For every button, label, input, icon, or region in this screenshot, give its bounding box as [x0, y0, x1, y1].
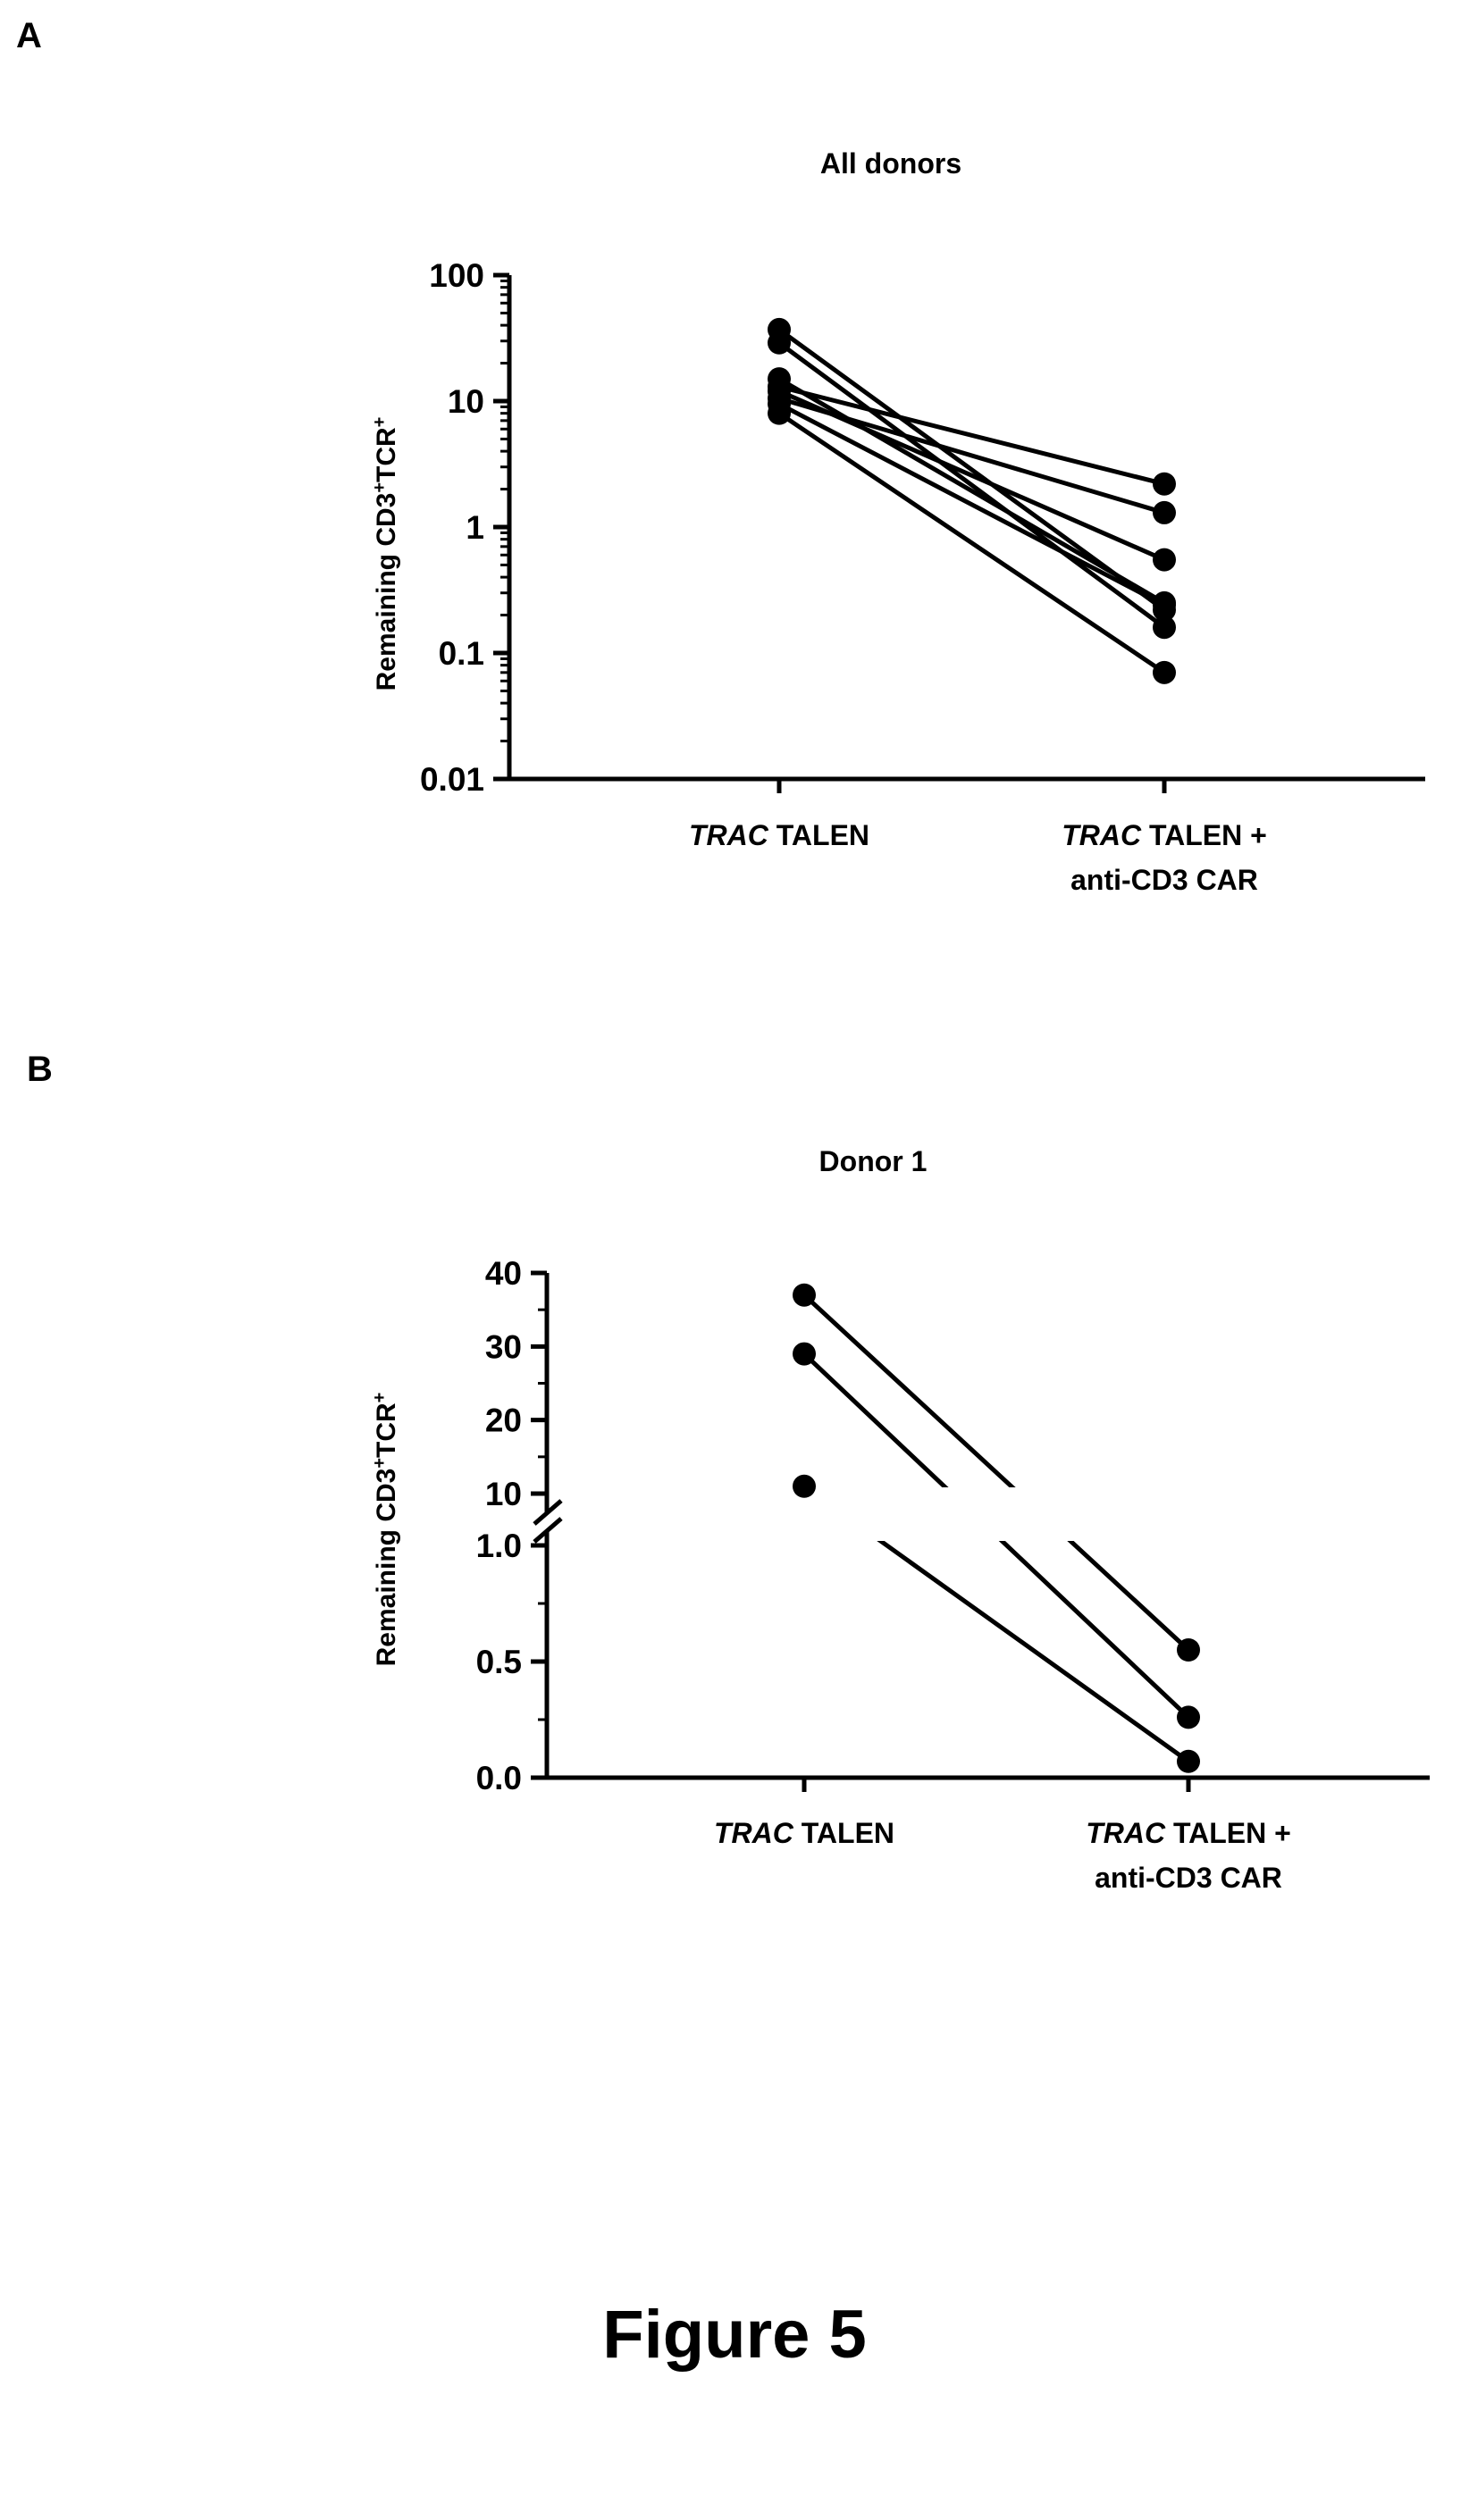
chart-b-x-cat2-rest: TALEN +	[1165, 1817, 1291, 1849]
chart-donor-1: 10 20 30 40 0.0 0.5 1.0 Remaining CD3+TCR+ TRA…	[370, 1255, 1430, 1894]
chart-b-series-line-1	[802, 1293, 1190, 1652]
chart-a-y-tick-label: 0.1	[439, 635, 484, 672]
chart-a-data-point	[1153, 660, 1176, 684]
chart-a-axes	[493, 272, 1425, 793]
chart-a-data-point	[1153, 500, 1176, 524]
chart-b-y-ticks: 10 20 30 40 0.0 0.5 1.0	[476, 1255, 522, 1796]
chart-b-data-point	[793, 1283, 816, 1307]
chart-a-y-tick-label: 100	[429, 257, 484, 294]
chart-a-data-point	[768, 401, 791, 425]
chart-b-data-point	[1177, 1638, 1200, 1662]
chart-b-axis-break-mark	[533, 1499, 563, 1526]
chart-b-break-band	[574, 1487, 1430, 1541]
chart-b-axis-break-gap	[574, 1487, 1430, 1541]
chart-b-data-point	[1177, 1705, 1200, 1729]
chart-b-y-axis-label: Remaining CD3+TCR+	[370, 1393, 401, 1667]
chart-a-y-tick-label: 1	[466, 509, 484, 546]
chart-b-x-category-2-line2: anti-CD3 CAR	[1095, 1862, 1282, 1894]
chart-a-y-tick-label: 0.01	[420, 761, 484, 798]
chart-a-series-line-2	[777, 340, 1166, 630]
chart-a-y-tick-label: 10	[448, 383, 484, 420]
chart-a-points	[768, 317, 1176, 684]
figure-caption: Figure 5	[602, 2297, 867, 2373]
chart-a-x-category-2: TRAC TALEN +	[1062, 819, 1267, 851]
chart-b-x-category-2: TRAC TALEN +	[1086, 1817, 1291, 1849]
chart-a-x-cat1-italic: TRAC	[689, 819, 769, 851]
panel-letter-a: A	[16, 16, 42, 55]
chart-a-series-line-4	[778, 384, 1165, 487]
chart-b-y-tick-label: 0.0	[476, 1760, 522, 1796]
chart-b-axes	[531, 1270, 1430, 1792]
chart-b-y-tick-label: 0.5	[476, 1644, 522, 1680]
chart-a-y-axis-label: Remaining CD3+TCR+	[370, 417, 401, 691]
chart-a-data-point	[1153, 548, 1176, 572]
chart-b-y-tick-label: 40	[485, 1255, 522, 1292]
chart-b-x-cat1-rest: TALEN	[793, 1817, 894, 1849]
chart-title-all-donors: All donors	[819, 147, 962, 180]
chart-a-x-category-2-line2: anti-CD3 CAR	[1070, 864, 1258, 896]
chart-a-series-line-6	[778, 396, 1165, 515]
chart-b-data-point	[793, 1474, 816, 1498]
chart-a-data-point	[1153, 615, 1176, 640]
chart-a-x-category-1: TRAC TALEN	[689, 819, 869, 851]
chart-a-series-lines	[777, 327, 1166, 674]
chart-title-donor-1: Donor 1	[818, 1145, 928, 1177]
chart-all-donors: 0.01 0.1 1 10 100 Remaining CD3+TCR+ TRAC TA…	[370, 257, 1425, 896]
chart-a-data-point	[768, 331, 791, 355]
chart-b-data-point	[1177, 1749, 1200, 1773]
panel-letter-b: B	[27, 1050, 53, 1089]
chart-a-x-cat1-rest: TALEN	[768, 819, 869, 851]
chart-b-y-tick-label: 10	[485, 1476, 522, 1512]
chart-b-data-point	[793, 1342, 816, 1366]
chart-b-y-tick-label: 20	[485, 1402, 522, 1439]
chart-a-x-cat2-rest: TALEN +	[1141, 819, 1267, 851]
chart-a-data-point	[1153, 472, 1176, 496]
chart-a-series-line-8	[777, 411, 1166, 674]
chart-b-x-cat2-italic: TRAC	[1086, 1817, 1166, 1849]
chart-a-series-line-7	[777, 401, 1166, 607]
chart-a-y-ticks: 0.01 0.1 1 10 100	[420, 257, 484, 798]
chart-b-y-tick-label: 30	[485, 1328, 522, 1365]
chart-a-data-point	[1153, 593, 1176, 617]
chart-b-x-cat1-italic: TRAC	[714, 1817, 794, 1849]
chart-b-x-category-1: TRAC TALEN	[714, 1817, 894, 1849]
chart-a-x-cat2-italic: TRAC	[1062, 819, 1142, 851]
chart-b-points	[793, 1283, 1200, 1773]
chart-b-y-tick-label: 1.0	[476, 1528, 522, 1564]
chart-b-axis-break-mark	[533, 1517, 563, 1544]
